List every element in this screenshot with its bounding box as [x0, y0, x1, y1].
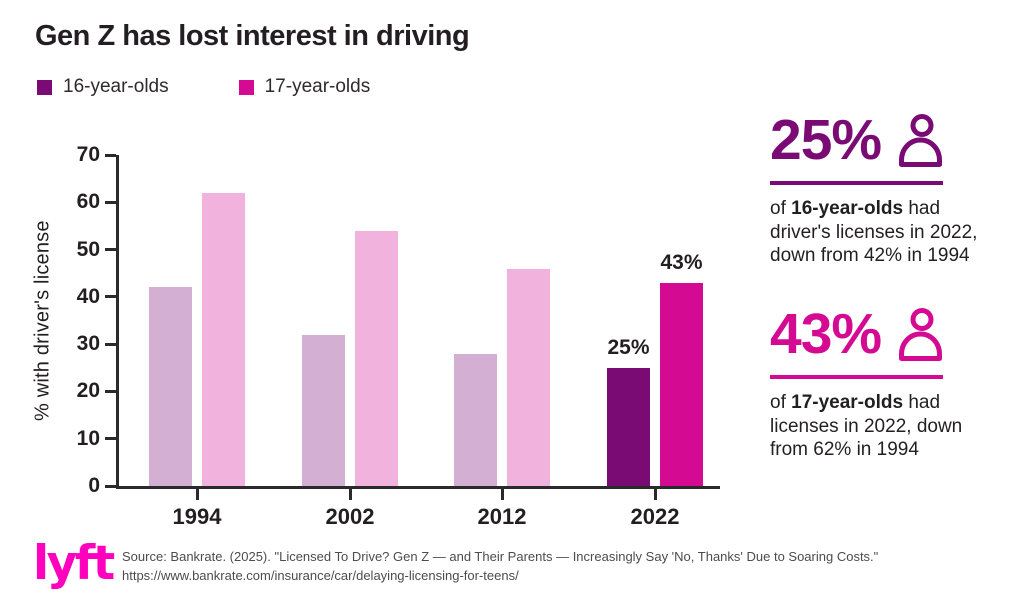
- legend-label: 16-year-olds: [63, 76, 169, 97]
- stat-value: 25%: [770, 108, 882, 172]
- chart-legend: 16-year-olds 17-year-olds: [37, 76, 370, 98]
- desc-suffix: had licenses in 2022, down from 62% in 1…: [770, 392, 963, 460]
- legend-label: 17-year-olds: [264, 76, 371, 97]
- y-tick-label: 10: [76, 426, 100, 450]
- y-tick-mark: [105, 342, 116, 346]
- stat-divider: [770, 375, 943, 379]
- callout-17-year-olds: 43% of 17-year-olds had licenses in 2022…: [770, 302, 1005, 462]
- y-tick-mark: [105, 389, 116, 393]
- bar-2022-16-year-olds: [607, 367, 650, 486]
- desc-bold: 16-year-olds: [791, 198, 904, 219]
- person-icon: [897, 114, 944, 167]
- y-tick-mark: [105, 437, 116, 441]
- legend-item-16-year-olds: 16-year-olds: [37, 76, 169, 98]
- y-tick-mark: [105, 248, 116, 252]
- page-title: Gen Z has lost interest in driving: [35, 20, 470, 52]
- bar-2012-17-year-olds: [507, 268, 550, 486]
- bar-value-label: 25%: [607, 335, 650, 359]
- stat-description: of 16-year-olds had driver's licenses in…: [770, 197, 1005, 268]
- y-tick-label: 0: [88, 474, 100, 497]
- y-tick-label: 20: [76, 379, 100, 403]
- x-axis-label-1994: 1994: [172, 504, 222, 529]
- x-tick-mark: [500, 489, 504, 500]
- y-axis-ticks: 0 10 20 30 40 50 60 70: [0, 143, 116, 497]
- bar-2002-17-year-olds: [355, 230, 398, 486]
- y-tick-label: 30: [76, 332, 100, 356]
- source-attribution: Source: Bankrate. (2025). "Licensed To D…: [122, 547, 1002, 585]
- desc-prefix: of: [770, 392, 792, 413]
- x-tick-mark: [195, 489, 199, 500]
- bar-2002-16-year-olds: [302, 334, 345, 486]
- x-axis-label-2002: 2002: [325, 504, 375, 529]
- x-axis-label-2012: 2012: [477, 504, 527, 529]
- stat-description: of 17-year-olds had licenses in 2022, do…: [770, 391, 1005, 462]
- x-tick-mark: [653, 489, 657, 500]
- callout-16-year-olds: 25% of 16-year-olds had driver's license…: [770, 108, 1005, 268]
- source-line-1: Source: Bankrate. (2025). "Licensed To D…: [122, 549, 879, 564]
- y-tick-mark: [105, 153, 116, 157]
- source-line-2: https://www.bankrate.com/insurance/car/d…: [122, 568, 519, 583]
- callout-header: 25%: [770, 108, 1005, 172]
- bar-2022-17-year-olds: [660, 282, 703, 486]
- y-tick-label: 60: [76, 190, 100, 214]
- y-tick-mark: [105, 200, 116, 204]
- desc-suffix: had driver's licenses in 2022, down from…: [770, 198, 978, 266]
- stat-divider: [770, 181, 943, 185]
- bar-2012-16-year-olds: [454, 353, 497, 486]
- callout-header: 43%: [770, 302, 1005, 366]
- desc-bold: 17-year-olds: [791, 392, 904, 413]
- legend-swatch-magenta: [238, 79, 254, 95]
- bar-1994-17-year-olds: [202, 192, 245, 486]
- bar-1994-16-year-olds: [149, 287, 192, 486]
- stat-value: 43%: [770, 302, 882, 366]
- legend-item-17-year-olds: 17-year-olds: [238, 76, 371, 98]
- x-tick-mark: [348, 489, 352, 500]
- y-tick-mark: [105, 295, 116, 299]
- bar-value-label: 43%: [660, 250, 703, 274]
- desc-prefix: of: [770, 198, 792, 219]
- y-tick-label: 50: [76, 237, 100, 261]
- legend-swatch-purple: [37, 79, 52, 95]
- y-tick-label: 70: [76, 143, 100, 166]
- person-icon: [897, 308, 944, 361]
- x-axis-label-2022: 2022: [630, 504, 680, 529]
- y-tick-label: 40: [76, 284, 100, 308]
- plot-area: 1994 2002 2012 25% 43% 2022: [116, 155, 720, 529]
- y-tick-mark: [105, 484, 116, 488]
- lyft-logo: lyft: [33, 536, 115, 591]
